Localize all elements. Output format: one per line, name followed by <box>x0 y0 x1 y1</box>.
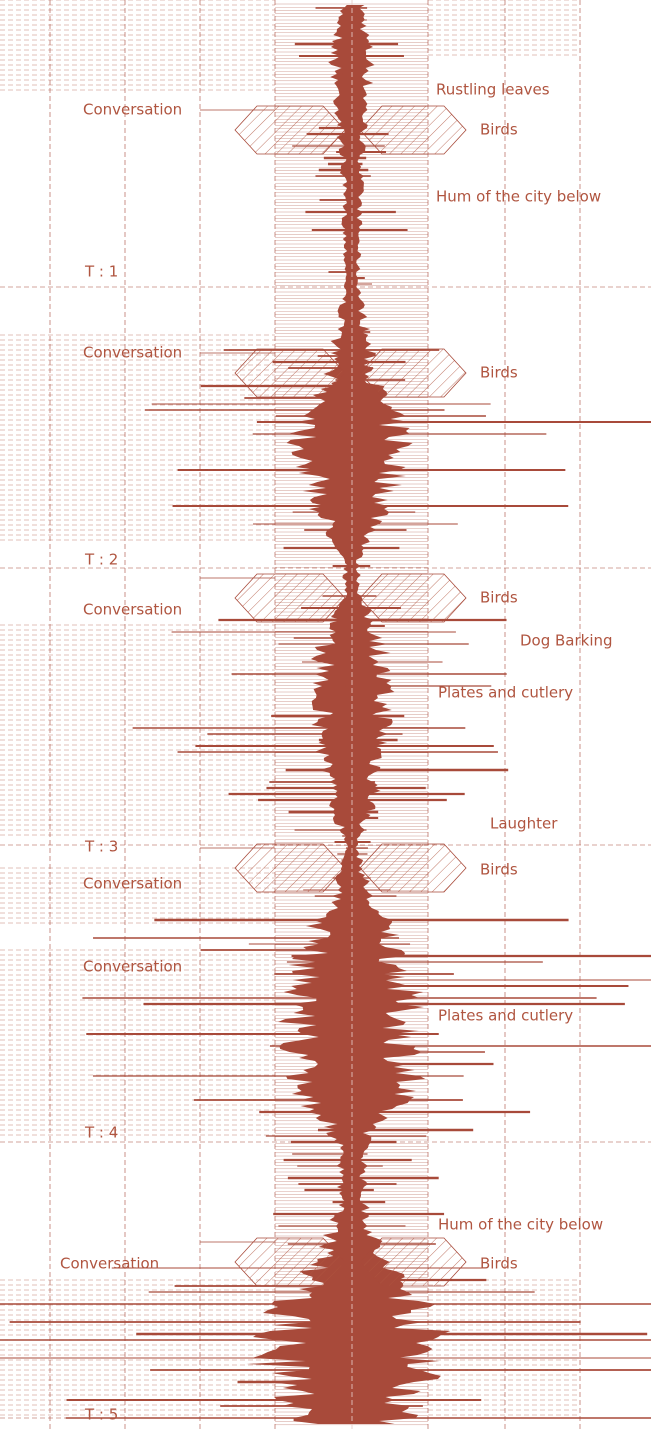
time-marker: T : 1 <box>84 263 118 281</box>
bird-hexagon <box>359 573 467 623</box>
sound-label: Conversation <box>83 101 182 119</box>
bird-hexagon <box>359 105 467 155</box>
bird-hexagon <box>359 348 467 398</box>
bird-hexagon <box>234 105 346 155</box>
sound-label: Plates and cutlery <box>438 684 573 702</box>
time-marker: T : 4 <box>84 1124 118 1142</box>
bird-hexagon <box>234 1237 346 1287</box>
bird-hexagon <box>234 843 346 893</box>
sound-label: Dog Barking <box>520 632 613 650</box>
sound-label: Birds <box>480 1255 518 1273</box>
sound-label: Conversation <box>83 958 182 976</box>
sound-label: Rustling leaves <box>436 81 550 99</box>
sound-label: Plates and cutlery <box>438 1007 573 1025</box>
time-marker: T : 2 <box>84 551 118 569</box>
bird-hexagon <box>234 348 346 398</box>
sound-label: Conversation <box>60 1255 159 1273</box>
labels: Rustling leaves Conversation Birds Hum o… <box>60 81 613 1424</box>
wave-body <box>246 5 451 1424</box>
bird-hexagon <box>234 573 346 623</box>
sound-label: Conversation <box>83 344 182 362</box>
sound-label: Hum of the city below <box>436 188 601 206</box>
sound-label: Conversation <box>83 601 182 619</box>
sound-label: Hum of the city below <box>438 1216 603 1234</box>
time-marker: T : 5 <box>84 1406 118 1424</box>
sound-label: Birds <box>480 121 518 139</box>
bird-zones <box>200 105 467 1287</box>
sound-label: Conversation <box>83 875 182 893</box>
time-marker: T : 3 <box>84 838 118 856</box>
sound-label: Laughter <box>490 815 558 833</box>
sound-label: Birds <box>480 589 518 607</box>
bird-hexagon <box>359 1237 467 1287</box>
sound-label: Birds <box>480 861 518 879</box>
bird-hexagon <box>359 843 467 893</box>
sound-label: Birds <box>480 364 518 382</box>
